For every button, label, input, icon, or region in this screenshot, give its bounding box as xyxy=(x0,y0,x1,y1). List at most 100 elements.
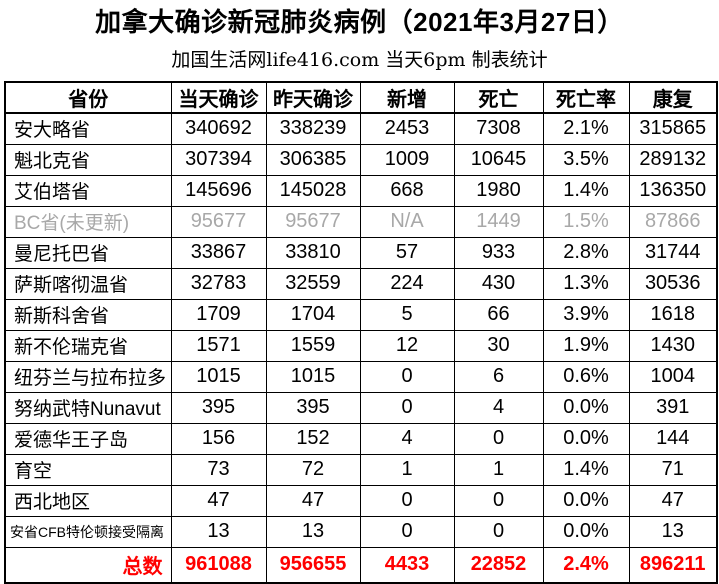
totals-today-confirmed: 961088 xyxy=(170,546,267,584)
value-cell: 1559 xyxy=(265,329,361,362)
value-cell: 1015 xyxy=(170,360,267,393)
value-cell: 87866 xyxy=(628,205,718,238)
value-cell: 5 xyxy=(359,298,455,331)
value-cell: 395 xyxy=(170,391,267,424)
value-cell: 32783 xyxy=(170,267,267,300)
totals-deaths: 22852 xyxy=(453,546,544,584)
value-cell: 1571 xyxy=(170,329,267,362)
value-cell: 152 xyxy=(265,422,361,455)
column-header-recovered: 康复 xyxy=(628,81,718,115)
table-row: 育空 73 72 1 1 1.4% 71 xyxy=(4,453,718,486)
province-label: 新不伦瑞克省 xyxy=(4,329,172,362)
value-cell: 2453 xyxy=(359,112,455,145)
value-cell: 145028 xyxy=(265,174,361,207)
table-row: 曼尼托巴省 33867 33810 57 933 2.8% 31744 xyxy=(4,236,718,269)
value-cell: 0 xyxy=(359,515,455,548)
value-cell: 0.0% xyxy=(542,515,630,548)
value-cell: 0 xyxy=(359,391,455,424)
value-cell: 6 xyxy=(453,360,544,393)
province-label: 西北地区 xyxy=(4,484,172,517)
value-cell: 340692 xyxy=(170,112,267,145)
value-cell: 1004 xyxy=(628,360,718,393)
value-cell: 306385 xyxy=(265,143,361,176)
column-header-deaths: 死亡 xyxy=(453,81,544,115)
header-row: 省份 当天确诊 昨天确诊 新增 死亡 死亡率 康复 xyxy=(4,81,718,115)
province-label: 魁北克省 xyxy=(4,143,172,176)
column-header-death-rate: 死亡率 xyxy=(542,81,630,115)
province-label: BC省(未更新) xyxy=(4,205,172,238)
value-cell: 30536 xyxy=(628,267,718,300)
value-cell: 0 xyxy=(453,515,544,548)
totals-death-rate: 2.4% xyxy=(542,546,630,584)
value-cell: 1015 xyxy=(265,360,361,393)
table-row: 安大略省 340692 338239 2453 7308 2.1% 315865 xyxy=(4,112,718,145)
value-cell: 1704 xyxy=(265,298,361,331)
page-subtitle: 加国生活网life416.com 当天6pm 制表统计 xyxy=(171,49,548,72)
province-label: 努纳武特Nunavut xyxy=(4,391,172,424)
value-cell: 1.3% xyxy=(542,267,630,300)
value-cell: 10645 xyxy=(453,143,544,176)
value-cell: 289132 xyxy=(628,143,718,176)
value-cell: 1 xyxy=(359,453,455,486)
column-header-yesterday-confirmed: 昨天确诊 xyxy=(265,81,361,115)
value-cell: 315865 xyxy=(628,112,718,145)
value-cell: 0 xyxy=(359,484,455,517)
value-cell: 224 xyxy=(359,267,455,300)
page-title: 加拿大确诊新冠肺炎病例（2021年3月27日） xyxy=(95,7,624,37)
value-cell: 72 xyxy=(265,453,361,486)
value-cell: 4 xyxy=(359,422,455,455)
value-cell: 156 xyxy=(170,422,267,455)
value-cell: 66 xyxy=(453,298,544,331)
table-row: 新斯科舍省 1709 1704 5 66 3.9% 1618 xyxy=(4,298,718,331)
value-cell: N/A xyxy=(359,205,455,238)
value-cell: 0 xyxy=(453,422,544,455)
value-cell: 57 xyxy=(359,236,455,269)
value-cell: 144 xyxy=(628,422,718,455)
value-cell: 933 xyxy=(453,236,544,269)
table-row: 魁北克省 307394 306385 1009 10645 3.5% 289132 xyxy=(4,143,718,176)
value-cell: 95677 xyxy=(170,205,267,238)
value-cell: 1430 xyxy=(628,329,718,362)
value-cell: 95677 xyxy=(265,205,361,238)
column-header-province: 省份 xyxy=(4,81,172,115)
value-cell: 0 xyxy=(359,360,455,393)
value-cell: 47 xyxy=(265,484,361,517)
value-cell: 136350 xyxy=(628,174,718,207)
value-cell: 31744 xyxy=(628,236,718,269)
table-row: BC省(未更新) 95677 95677 N/A 1449 1.5% 87866 xyxy=(4,205,718,238)
value-cell: 1.5% xyxy=(542,205,630,238)
value-cell: 668 xyxy=(359,174,455,207)
province-label: 新斯科舍省 xyxy=(4,298,172,331)
value-cell: 13 xyxy=(628,515,718,548)
value-cell: 73 xyxy=(170,453,267,486)
value-cell: 47 xyxy=(628,484,718,517)
table-row: 艾伯塔省 145696 145028 668 1980 1.4% 136350 xyxy=(4,174,718,207)
province-label: 艾伯塔省 xyxy=(4,174,172,207)
totals-recovered: 896211 xyxy=(628,546,718,584)
value-cell: 7308 xyxy=(453,112,544,145)
value-cell: 47 xyxy=(170,484,267,517)
value-cell: 2.8% xyxy=(542,236,630,269)
value-cell: 0 xyxy=(453,484,544,517)
province-label: 纽芬兰与拉布拉多 xyxy=(4,360,172,393)
table-row: 西北地区 47 47 0 0 0.0% 47 xyxy=(4,484,718,517)
table-row: 努纳武特Nunavut 395 395 0 4 0.0% 391 xyxy=(4,391,718,424)
value-cell: 4 xyxy=(453,391,544,424)
totals-row: 总数 961088 956655 4433 22852 2.4% 896211 xyxy=(4,546,718,584)
value-cell: 1009 xyxy=(359,143,455,176)
value-cell: 391 xyxy=(628,391,718,424)
province-label: 安省CFB特伦顿接受隔离 xyxy=(4,515,172,548)
value-cell: 145696 xyxy=(170,174,267,207)
province-label: 安大略省 xyxy=(4,112,172,145)
province-label: 爱德华王子岛 xyxy=(4,422,172,455)
value-cell: 338239 xyxy=(265,112,361,145)
table-body: 安大略省 340692 338239 2453 7308 2.1% 315865 魁北克省 30… xyxy=(4,112,718,584)
totals-label: 总数 xyxy=(4,546,172,584)
value-cell: 1709 xyxy=(170,298,267,331)
column-header-new-cases: 新增 xyxy=(359,81,455,115)
value-cell: 3.9% xyxy=(542,298,630,331)
value-cell: 13 xyxy=(170,515,267,548)
table-row: 萨斯喀彻温省 32783 32559 224 430 1.3% 30536 xyxy=(4,267,718,300)
value-cell: 395 xyxy=(265,391,361,424)
value-cell: 1618 xyxy=(628,298,718,331)
